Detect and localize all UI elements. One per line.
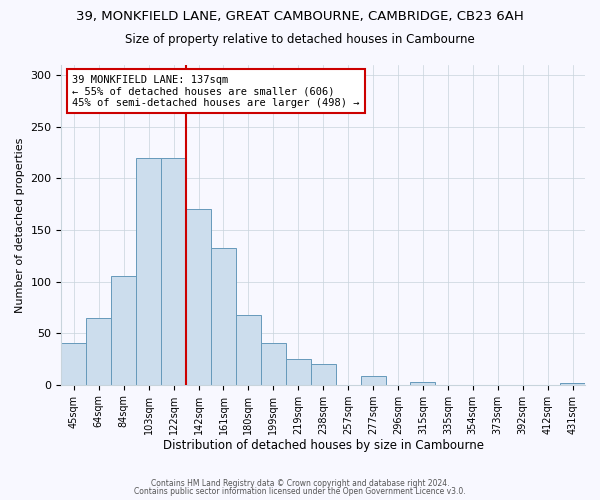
Bar xyxy=(361,376,386,384)
Bar xyxy=(161,158,186,384)
Bar xyxy=(311,364,335,384)
Bar xyxy=(136,158,161,384)
Text: 39 MONKFIELD LANE: 137sqm
← 55% of detached houses are smaller (606)
45% of semi: 39 MONKFIELD LANE: 137sqm ← 55% of detac… xyxy=(72,74,359,108)
Bar xyxy=(410,382,436,384)
Text: Contains public sector information licensed under the Open Government Licence v3: Contains public sector information licen… xyxy=(134,487,466,496)
Bar xyxy=(61,344,86,384)
Text: Size of property relative to detached houses in Cambourne: Size of property relative to detached ho… xyxy=(125,32,475,46)
Bar xyxy=(211,248,236,384)
Bar xyxy=(111,276,136,384)
Bar xyxy=(236,314,261,384)
Text: 39, MONKFIELD LANE, GREAT CAMBOURNE, CAMBRIDGE, CB23 6AH: 39, MONKFIELD LANE, GREAT CAMBOURNE, CAM… xyxy=(76,10,524,23)
Bar xyxy=(560,382,585,384)
Bar xyxy=(186,210,211,384)
X-axis label: Distribution of detached houses by size in Cambourne: Distribution of detached houses by size … xyxy=(163,440,484,452)
Bar xyxy=(286,359,311,384)
Text: Contains HM Land Registry data © Crown copyright and database right 2024.: Contains HM Land Registry data © Crown c… xyxy=(151,478,449,488)
Y-axis label: Number of detached properties: Number of detached properties xyxy=(15,137,25,312)
Bar xyxy=(261,344,286,384)
Bar xyxy=(86,318,111,384)
